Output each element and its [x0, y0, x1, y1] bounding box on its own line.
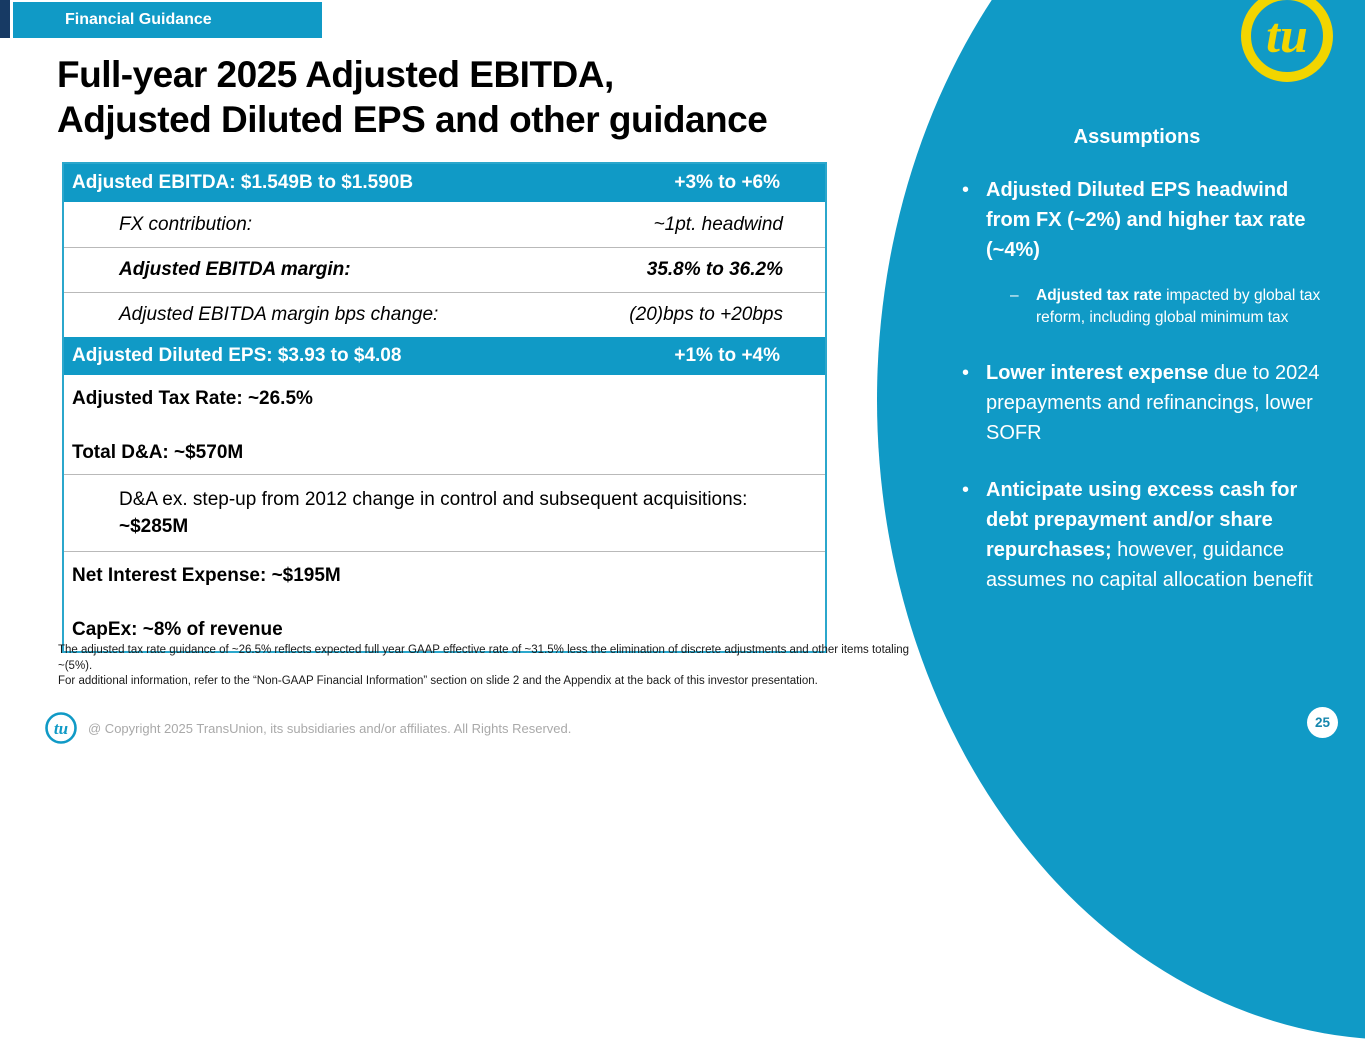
- page-number-badge: 25: [1307, 707, 1338, 738]
- row-label: Adjusted EBITDA margin:: [119, 259, 351, 280]
- footnote: The adjusted tax rate guidance of ~26.5%…: [58, 643, 916, 690]
- footnote-line1: The adjusted tax rate guidance of ~26.5%…: [58, 644, 910, 672]
- page-title-line1: Full-year 2025 Adjusted EBITDA,: [57, 54, 614, 95]
- bullet-bold-text: Adjusted Diluted EPS headwind from FX (~…: [986, 179, 1306, 261]
- page-title: Full-year 2025 Adjusted EBITDA, Adjusted…: [57, 52, 768, 142]
- row-value: 35.8% to 36.2%: [646, 259, 783, 280]
- sub-bullet-bold-text: Adjusted tax rate: [1036, 287, 1162, 304]
- page-title-line2: Adjusted Diluted EPS and other guidance: [57, 99, 768, 140]
- sub-bullet-rest-text: impacted by global tax reform, including…: [1036, 287, 1321, 326]
- logo-text: tu: [1266, 7, 1308, 63]
- bullet-icon: •: [962, 179, 970, 201]
- footnote-line2: For additional information, refer to the…: [58, 675, 818, 687]
- row-value: ~1pt. headwind: [653, 213, 783, 235]
- row-label: Adjusted EBITDA: $1.549B to $1.590B: [72, 172, 414, 193]
- transunion-footer-logo-icon: tu: [45, 712, 77, 744]
- row-value: (20)bps to +20bps: [629, 304, 783, 325]
- dash-icon: –: [1010, 287, 1019, 304]
- bullet-bold-text: Anticipate using excess cash for debt pr…: [986, 479, 1298, 561]
- row-bold-value: ~$285M: [119, 516, 189, 537]
- row-line-net-interest: Net Interest Expense: ~$195M: [72, 565, 341, 586]
- logo-text: tu: [54, 719, 68, 738]
- section-tag: Financial Guidance: [13, 2, 322, 38]
- row-text: D&A ex. step-up from 2012 change in cont…: [119, 489, 748, 510]
- row-label: Adjusted EBITDA margin bps change:: [119, 304, 439, 325]
- row-label: FX contribution:: [119, 213, 253, 235]
- assumptions-heading: Assumptions: [1073, 126, 1201, 148]
- transunion-logo-icon: tu: [1241, 0, 1333, 82]
- table-row-da-ex-stepup: D&A ex. step-up from 2012 change in cont…: [64, 474, 825, 551]
- assumptions-list: • Adjusted Diluted EPS headwind from FX …: [938, 175, 1336, 595]
- row-line-tax-rate: Adjusted Tax Rate: ~26.5%: [72, 388, 313, 409]
- guidance-table: Adjusted EBITDA: $1.549B to $1.590B +3% …: [62, 162, 827, 653]
- assumption-sub-bullet-tax-reform: – Adjusted tax rate impacted by global t…: [938, 285, 1336, 329]
- table-row-fx-contribution: FX contribution: ~1pt. headwind: [64, 202, 825, 247]
- table-row-ebitda-margin-bps: Adjusted EBITDA margin bps change: (20)b…: [64, 292, 825, 337]
- row-line-total-da: Total D&A: ~$570M: [72, 442, 244, 463]
- table-row-tax-rate-and-da: Adjusted Tax Rate: ~26.5% Total D&A: ~$5…: [64, 375, 825, 474]
- assumption-bullet-eps-headwind: • Adjusted Diluted EPS headwind from FX …: [938, 175, 1336, 265]
- bullet-bold-text: Lower interest expense: [986, 362, 1209, 384]
- copyright-text: @ Copyright 2025 TransUnion, its subsidi…: [88, 721, 572, 736]
- bullet-icon: •: [962, 362, 970, 384]
- table-row-ebitda-margin: Adjusted EBITDA margin: 35.8% to 36.2%: [64, 247, 825, 292]
- assumption-bullet-interest-expense: • Lower interest expense due to 2024 pre…: [938, 358, 1336, 448]
- bullet-icon: •: [962, 479, 970, 501]
- row-line-capex: CapEx: ~8% of revenue: [72, 619, 283, 640]
- bullet-rest-text: due to 2024 prepayments and refinancings…: [986, 362, 1320, 444]
- navy-accent-bar: [0, 0, 10, 38]
- table-row-interest-and-capex: Net Interest Expense: ~$195M CapEx: ~8% …: [64, 551, 825, 651]
- row-label: Adjusted Diluted EPS: $3.93 to $4.08: [72, 345, 402, 366]
- table-row-adjusted-ebitda: Adjusted EBITDA: $1.549B to $1.590B +3% …: [64, 164, 825, 202]
- table-row-adjusted-diluted-eps: Adjusted Diluted EPS: $3.93 to $4.08 +1%…: [64, 337, 825, 375]
- bullet-rest-text: however, guidance assumes no capital all…: [986, 539, 1313, 591]
- assumptions-panel: Assumptions • Adjusted Diluted EPS headw…: [938, 126, 1336, 595]
- row-value: +1% to +4%: [674, 345, 780, 366]
- row-value: +3% to +6%: [674, 172, 780, 193]
- assumption-bullet-capital-allocation: • Anticipate using excess cash for debt …: [938, 475, 1336, 595]
